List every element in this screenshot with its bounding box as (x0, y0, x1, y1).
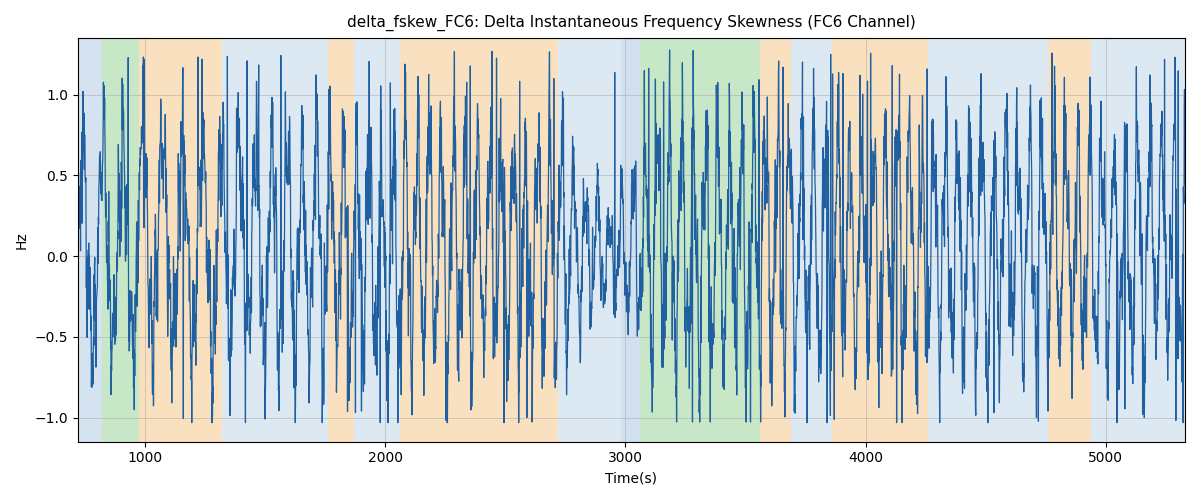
Bar (400, 38, 558, 442)
Bar (791, 38, 832, 442)
Bar (328, 38, 354, 442)
Bar (620, 38, 640, 442)
Bar (78, 38, 102, 442)
Bar (760, 38, 791, 442)
Bar (558, 38, 620, 442)
Bar (1091, 38, 1184, 442)
Bar (222, 38, 328, 442)
X-axis label: Time(s): Time(s) (606, 471, 658, 485)
Bar (1048, 38, 1091, 442)
Bar (102, 38, 139, 442)
Bar (832, 38, 928, 442)
Bar (928, 38, 1048, 442)
Bar (640, 38, 760, 442)
Y-axis label: Hz: Hz (14, 231, 29, 249)
Bar (354, 38, 400, 442)
Title: delta_fskew_FC6: Delta Instantaneous Frequency Skewness (FC6 Channel): delta_fskew_FC6: Delta Instantaneous Fre… (347, 15, 916, 31)
Bar (139, 38, 222, 442)
